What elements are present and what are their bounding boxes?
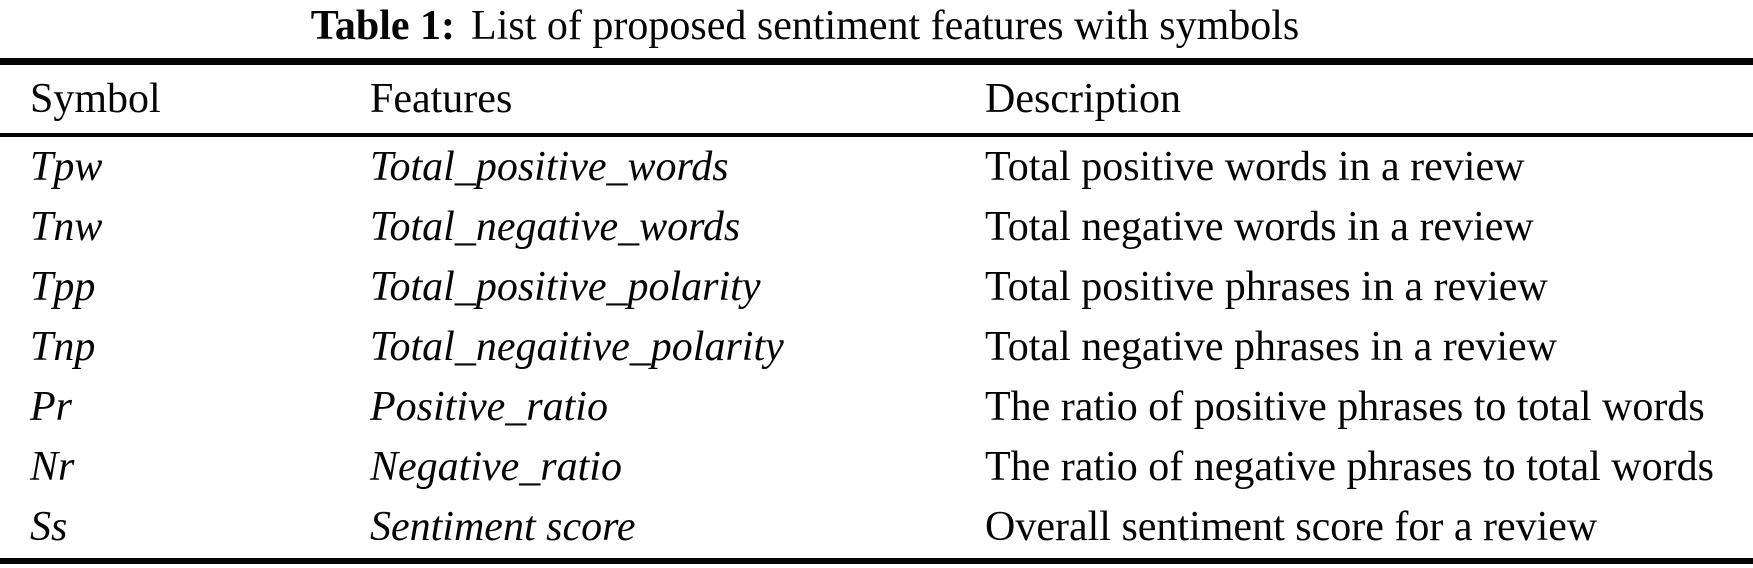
- table-caption: Table 1: List of proposed sentiment featu…: [0, 0, 1610, 52]
- feature-cell: Total_positive_polarity: [370, 264, 761, 310]
- description-cell: The ratio of negative phrases to total w…: [985, 444, 1714, 490]
- description-cell: Total positive phrases in a review: [985, 264, 1548, 310]
- table-row: Tpp Total_positive_polarity Total positi…: [0, 257, 1753, 317]
- symbol-cell: Pr: [30, 384, 72, 430]
- top-rule: [0, 58, 1753, 65]
- symbol-cell: Tpp: [30, 264, 96, 310]
- feature-cell: Negative_ratio: [370, 444, 622, 490]
- symbol-cell: Tpw: [30, 144, 103, 190]
- feature-cell: Total_negative_words: [370, 204, 741, 250]
- table-caption-label: Table 1:: [310, 3, 456, 49]
- bottom-rule: [0, 558, 1753, 564]
- symbol-cell: Tnw: [30, 204, 103, 250]
- description-cell: Total negative words in a review: [985, 204, 1534, 250]
- table-row: Ss Sentiment score Overall sentiment sco…: [0, 497, 1753, 557]
- table-header-row: Symbol Features Description: [0, 65, 1753, 133]
- table-row: Nr Negative_ratio The ratio of negative …: [0, 437, 1753, 497]
- column-header-features: Features: [370, 76, 513, 122]
- table-caption-text: List of proposed sentiment features with…: [471, 3, 1300, 49]
- symbol-cell: Nr: [30, 444, 75, 490]
- table-row: Pr Positive_ratio The ratio of positive …: [0, 377, 1753, 437]
- column-header-description: Description: [985, 76, 1181, 122]
- description-cell: Overall sentiment score for a review: [985, 504, 1598, 550]
- description-cell: Total negative phrases in a review: [985, 324, 1558, 370]
- column-header-symbol: Symbol: [30, 76, 161, 122]
- symbol-cell: Ss: [30, 504, 68, 550]
- header-rule: [0, 133, 1753, 137]
- symbol-cell: Tnp: [30, 324, 96, 370]
- feature-cell: Total_positive_words: [370, 144, 729, 190]
- description-cell: The ratio of positive phrases to total w…: [985, 384, 1705, 430]
- feature-cell: Total_negaitive_polarity: [370, 324, 784, 370]
- description-cell: Total positive words in a review: [985, 144, 1525, 190]
- table-body: Tpw Total_positive_words Total positive …: [0, 137, 1753, 557]
- table-row: Tnw Total_negative_words Total negative …: [0, 197, 1753, 257]
- table-row: Tpw Total_positive_words Total positive …: [0, 137, 1753, 197]
- feature-cell: Sentiment score: [370, 504, 636, 550]
- feature-cell: Positive_ratio: [370, 384, 608, 430]
- table-row: Tnp Total_negaitive_polarity Total negat…: [0, 317, 1753, 377]
